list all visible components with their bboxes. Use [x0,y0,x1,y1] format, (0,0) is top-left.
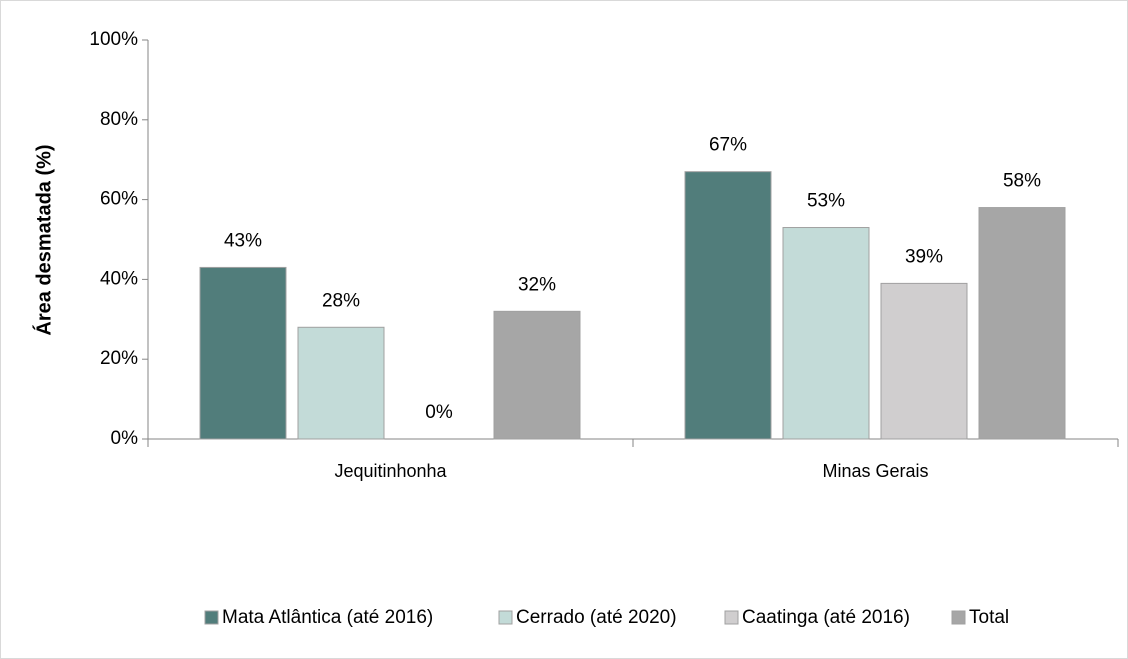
y-tick-label: 80% [100,109,138,130]
x-tick-label: Jequitinhonha [334,461,447,481]
bar [297,326,385,440]
y-tick-label: 20% [100,348,138,369]
legend-swatch [204,610,219,625]
bar [978,207,1066,440]
legend-label: Mata Atlântica (até 2016) [222,607,433,628]
y-tick-label: 0% [111,428,139,449]
data-label: 58% [1003,171,1041,192]
legend-swatch [951,610,966,625]
data-label: 32% [518,274,556,295]
bar [782,227,870,440]
bar [493,310,581,440]
data-label: 43% [224,230,262,251]
data-label: 67% [709,135,747,156]
bar [199,266,287,440]
bar [684,171,772,440]
data-label: 53% [807,191,845,212]
legend-label: Caatinga (até 2016) [742,607,910,628]
y-tick-label: 40% [100,268,138,289]
y-tick-label: 100% [89,29,138,50]
data-label: 28% [322,290,360,311]
y-tick-label: 60% [100,189,138,210]
legend-swatch [498,610,513,625]
data-label: 0% [425,402,453,423]
x-tick-label: Minas Gerais [822,461,928,481]
y-axis-label: Área desmatada (%) [32,144,55,335]
legend-label: Cerrado (até 2020) [516,607,677,628]
data-label: 39% [905,246,943,267]
legend-label: Total [969,607,1009,628]
bar [880,282,968,440]
legend-swatch [724,610,739,625]
